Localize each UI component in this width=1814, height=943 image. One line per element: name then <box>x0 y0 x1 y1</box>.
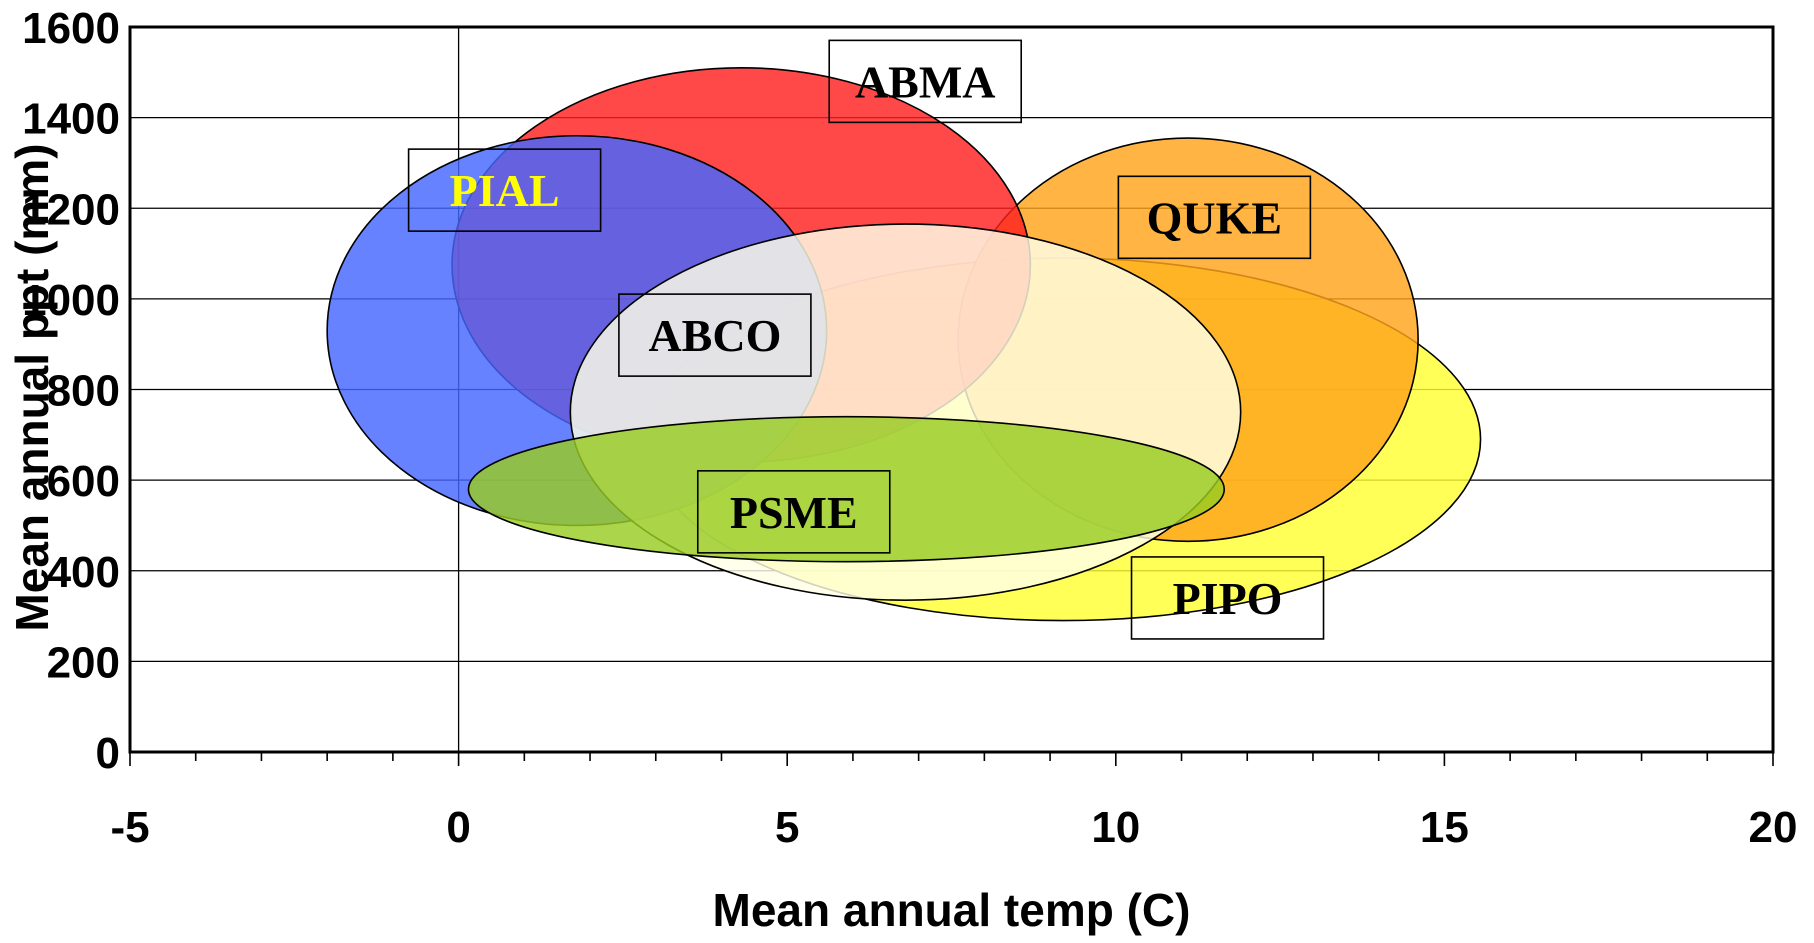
y-tick-label: 1000 <box>22 276 120 325</box>
label-box-abma <box>828 39 1023 124</box>
label-box-psme <box>696 470 891 554</box>
y-tick-label: 1200 <box>22 185 120 234</box>
y-tick-label: 0 <box>96 729 120 778</box>
species-ellipses <box>326 66 1482 622</box>
x-tick-label: -5 <box>110 803 149 852</box>
label-quke: QUKE <box>1117 175 1312 260</box>
plot-border <box>128 25 1775 754</box>
species-labels: PIPO QUKE ABMA PIAL ABCO PSME <box>407 39 1325 640</box>
y-tick-label: 600 <box>47 457 120 506</box>
y-tick-label: 400 <box>47 548 120 597</box>
label-text-pial: PIAL <box>450 165 560 216</box>
x-tick-label: 5 <box>775 803 799 852</box>
x-tick-label: 10 <box>1091 803 1140 852</box>
label-text-abco: ABCO <box>648 310 781 361</box>
label-psme: PSME <box>696 470 891 554</box>
plot-frame <box>128 25 1775 766</box>
y-tick-label: 1400 <box>22 95 120 144</box>
x-tick-label: 0 <box>446 803 470 852</box>
label-box-abco <box>618 293 812 377</box>
label-box-quke <box>1117 175 1312 260</box>
x-tick-label: 20 <box>1749 803 1798 852</box>
label-box-pipo <box>1130 556 1325 640</box>
y-axis-title: Mean annual ppt (mm) <box>6 143 58 631</box>
label-text-psme: PSME <box>730 487 858 538</box>
label-pipo: PIPO <box>1130 556 1325 640</box>
x-axis-title: Mean annual temp (C) <box>713 884 1191 936</box>
label-abco: ABCO <box>618 293 812 377</box>
y-tick-label: 1600 <box>22 4 120 53</box>
label-abma: ABMA <box>828 39 1023 124</box>
label-text-abma: ABMA <box>855 56 996 107</box>
label-text-quke: QUKE <box>1147 192 1282 243</box>
y-tick-label: 200 <box>47 638 120 687</box>
label-box-pial <box>407 148 602 232</box>
label-pial: PIAL <box>407 148 602 232</box>
ellipse-psme <box>467 415 1226 563</box>
tick-labels: 0 200 400 600 800 1000 1200 1400 1600 -5 0 5 10 15 20 <box>22 4 1797 852</box>
y-tick-label: 800 <box>47 367 120 416</box>
label-text-pipo: PIPO <box>1173 573 1283 624</box>
x-tick-label: 15 <box>1420 803 1469 852</box>
